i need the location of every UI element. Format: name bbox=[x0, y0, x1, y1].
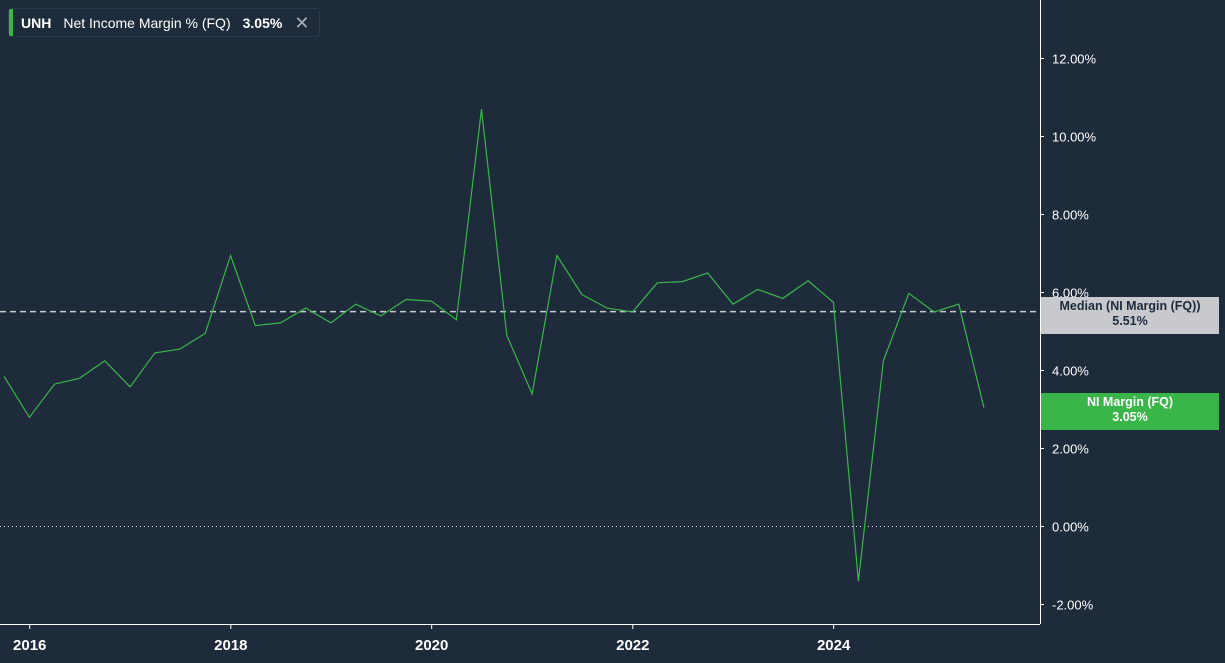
y-axis-ticks: -2.00% 0.00% 2.00% 4.00% 6.00% 8.00% 10.00% 12.… bbox=[1040, 52, 1097, 613]
legend-ticker: UNH bbox=[21, 14, 52, 31]
x-tick-label: 2020 bbox=[415, 637, 448, 654]
median-tag-value: 5.51% bbox=[1112, 314, 1148, 328]
y-tick-label: 0.00% bbox=[1052, 520, 1089, 535]
x-tick-label: 2018 bbox=[214, 637, 247, 654]
y-tick-label: 10.00% bbox=[1052, 130, 1097, 145]
axes bbox=[0, 0, 1041, 625]
reference-lines bbox=[0, 310, 1040, 527]
legend-color-bar bbox=[9, 9, 13, 36]
legend-value: 3.05% bbox=[242, 14, 283, 31]
median-tag: Median (NI Margin (FQ)) 5.51% bbox=[1041, 297, 1219, 334]
y-tick-label: 8.00% bbox=[1052, 208, 1089, 223]
y-tick-label: 12.00% bbox=[1052, 52, 1097, 67]
y-tick-label: 2.00% bbox=[1052, 442, 1089, 457]
x-tick-label: 2024 bbox=[817, 637, 851, 654]
series-legend[interactable]: UNH Net Income Margin % (FQ) 3.05% ✕ bbox=[8, 8, 321, 37]
current-tag-value: 3.05% bbox=[1112, 410, 1148, 424]
median-tag-label: Median (NI Margin (FQ)) bbox=[1059, 299, 1201, 313]
series-line-0 bbox=[3, 109, 985, 582]
y-tick-label: 6.00% bbox=[1052, 286, 1089, 301]
y-tick-label: 4.00% bbox=[1052, 364, 1089, 379]
legend-metric: Net Income Margin % (FQ) bbox=[63, 14, 231, 31]
current-tag-label: NI Margin (FQ) bbox=[1086, 395, 1174, 409]
y-tick-label: -2.00% bbox=[1052, 598, 1094, 613]
x-tick-label: 2022 bbox=[616, 637, 649, 654]
x-tick-label: 2016 bbox=[13, 637, 46, 654]
close-icon[interactable]: ✕ bbox=[294, 12, 310, 33]
x-axis-ticks: 2016 2018 2020 2022 2024 bbox=[13, 624, 851, 654]
series-layer bbox=[3, 109, 985, 582]
current-value-tag: NI Margin (FQ) 3.05% bbox=[1041, 393, 1219, 430]
